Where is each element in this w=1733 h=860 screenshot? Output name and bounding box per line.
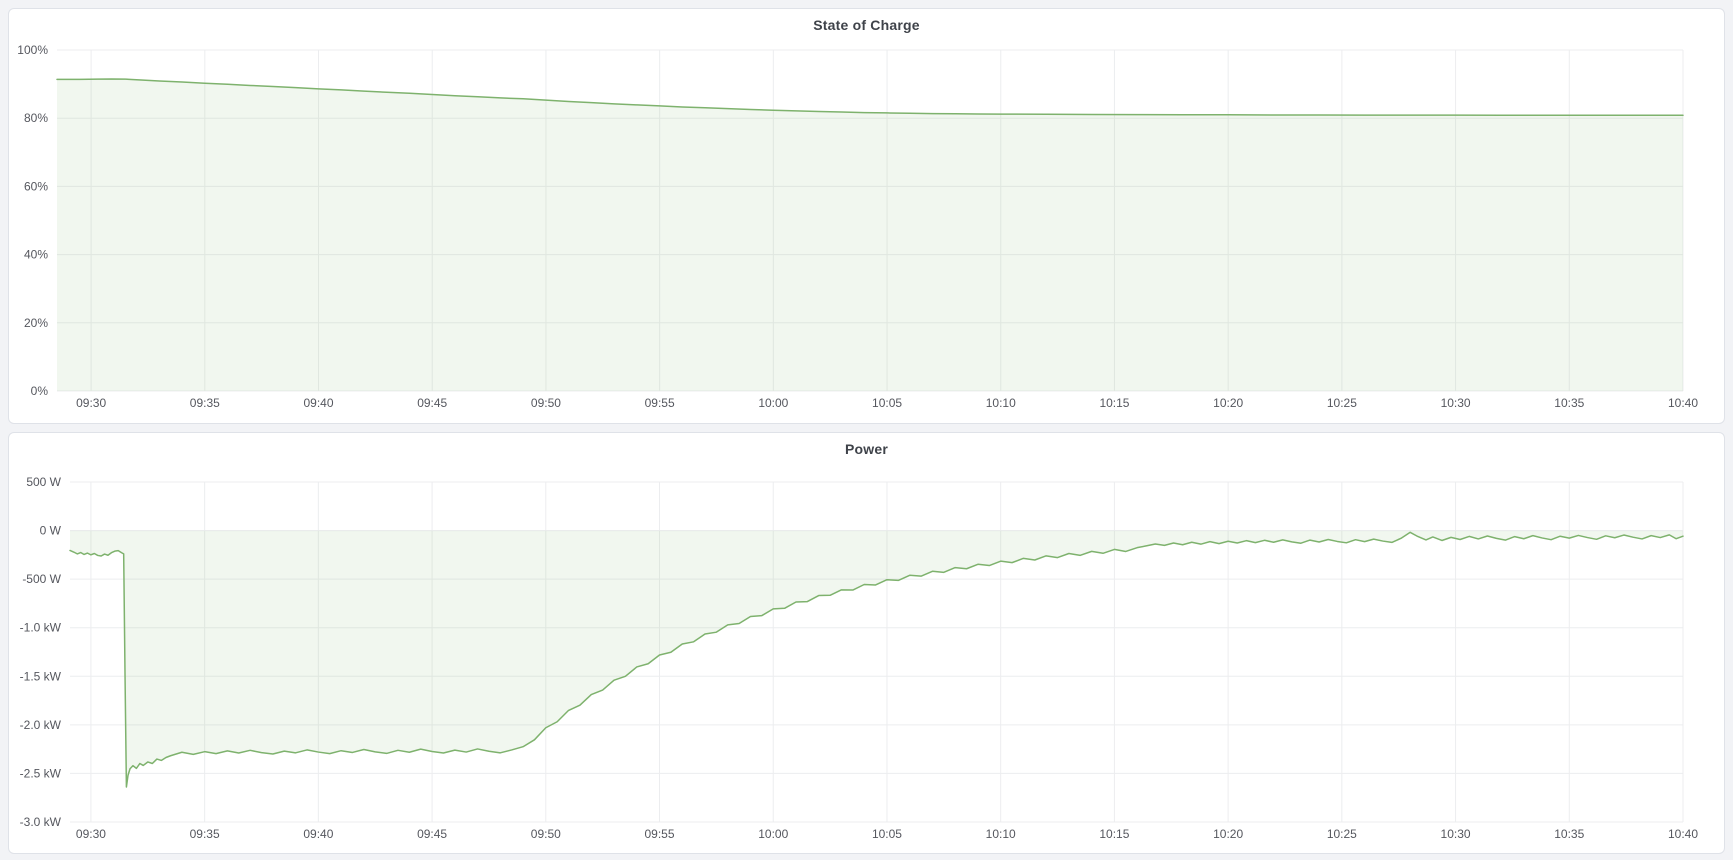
- x-tick-label: 10:40: [1668, 396, 1698, 410]
- power-plot-area[interactable]: 500 W 0 W -500 W -1.0 kW -1.5 kW -2.0 kW -2.5 …: [9, 463, 1724, 851]
- x-tick-label: 10:00: [758, 396, 788, 410]
- y-tick-label: -2.0 kW: [20, 718, 62, 732]
- x-tick-label: 09:40: [304, 396, 334, 410]
- y-axis-labels: 0% 20% 40% 60% 80% 100%: [17, 43, 48, 398]
- x-tick-label: 09:50: [531, 396, 561, 410]
- gridlines: [70, 481, 1684, 823]
- series-area: [70, 530, 1683, 788]
- x-tick-label: 10:20: [1213, 396, 1243, 410]
- x-tick-label: 10:30: [1441, 827, 1471, 841]
- panel-title-power: Power: [844, 441, 888, 457]
- y-tick-label: -1.0 kW: [20, 621, 62, 635]
- series-line: [69, 531, 1684, 788]
- x-tick-label: 10:25: [1327, 827, 1357, 841]
- y-tick-label: 20%: [24, 316, 48, 330]
- x-tick-label: 09:30: [76, 396, 106, 410]
- x-tick-label: 10:35: [1554, 827, 1584, 841]
- x-tick-label: 10:15: [1099, 827, 1129, 841]
- x-tick-label: 09:30: [76, 827, 106, 841]
- series-area: [57, 78, 1683, 392]
- x-tick-label: 10:05: [872, 396, 902, 410]
- x-axis-labels: 09:30 09:35 09:40 09:45 09:50 09:55 10:00 10:05…: [76, 827, 1698, 841]
- x-tick-label: 09:55: [645, 827, 675, 841]
- y-tick-label: 40%: [24, 248, 48, 262]
- y-tick-label: -500 W: [22, 572, 61, 586]
- x-tick-label: 09:45: [417, 396, 447, 410]
- x-tick-label: 09:45: [417, 827, 447, 841]
- x-tick-label: 10:00: [758, 827, 788, 841]
- x-axis-labels: 09:30 09:35 09:40 09:45 09:50 09:55 10:00 10:05…: [76, 396, 1698, 410]
- state-of-charge-plot-area[interactable]: 0%20%40%60%80%100%09:30 09:35 09:40 09:45 09…: [9, 39, 1724, 421]
- x-tick-label: 10:20: [1213, 827, 1243, 841]
- x-tick-label: 10:25: [1327, 396, 1357, 410]
- x-tick-label: 10:35: [1554, 396, 1584, 410]
- y-tick-label: 0%: [31, 384, 49, 398]
- y-tick-label: 500 W: [26, 475, 61, 489]
- x-tick-label: 09:35: [190, 396, 220, 410]
- y-tick-label: -3.0 kW: [20, 815, 62, 829]
- x-tick-label: 10:30: [1441, 396, 1471, 410]
- y-tick-label: -1.5 kW: [20, 669, 62, 683]
- series-line: [56, 78, 1684, 117]
- y-tick-label: 60%: [24, 179, 48, 193]
- panel-title-state-of-charge: State of Charge: [813, 17, 920, 33]
- gridlines: [57, 49, 1684, 392]
- x-tick-label: 09:40: [303, 827, 333, 841]
- panel-power: Power 500 W 0 W -500 W -1.0 kW -1.5 kW -2.0 k…: [8, 432, 1725, 854]
- panel-state-of-charge: State of Charge 0% 20% 40% 60% 80% 100% 09:30 0…: [8, 8, 1725, 424]
- x-tick-label: 09:35: [190, 827, 220, 841]
- x-tick-label: 09:50: [531, 827, 561, 841]
- y-axis-labels: 500 W 0 W -500 W -1.0 kW -1.5 kW -2.0 kW -2.5 …: [20, 475, 62, 829]
- x-tick-label: 10:10: [986, 827, 1016, 841]
- x-tick-label: 10:40: [1668, 827, 1698, 841]
- x-tick-label: 10:05: [872, 827, 902, 841]
- y-tick-label: 100%: [17, 43, 48, 57]
- x-tick-label: 10:15: [1099, 396, 1129, 410]
- y-tick-label: 0 W: [40, 524, 62, 538]
- y-tick-label: 80%: [24, 111, 48, 125]
- x-tick-label: 10:10: [986, 396, 1016, 410]
- x-tick-label: 09:55: [645, 396, 675, 410]
- y-tick-label: -2.5 kW: [20, 766, 62, 780]
